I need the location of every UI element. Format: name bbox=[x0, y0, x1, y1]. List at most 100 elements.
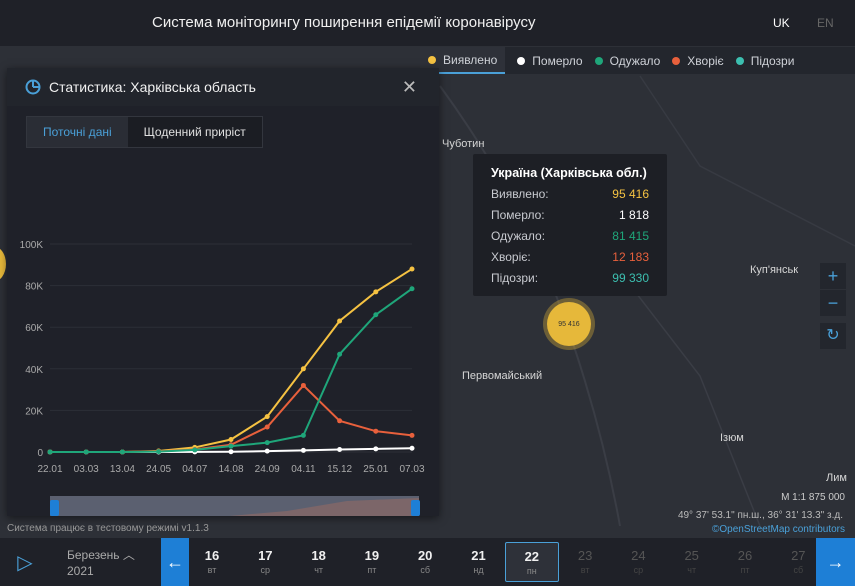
x-tick-label: 04.11 bbox=[291, 464, 316, 475]
data-point[interactable] bbox=[119, 449, 125, 455]
osm-attribution[interactable]: ©OpenStreetMap contributors bbox=[712, 524, 845, 535]
range-handle[interactable] bbox=[411, 500, 420, 516]
app-title: Система моніторингу поширення епідемії к… bbox=[152, 14, 536, 31]
data-point[interactable] bbox=[337, 318, 343, 324]
day-27[interactable]: 27 сб bbox=[778, 548, 818, 575]
day-number: 16 bbox=[204, 548, 220, 563]
zoom-out-button[interactable]: − bbox=[820, 290, 846, 316]
day-22[interactable]: 22 пн bbox=[504, 542, 559, 582]
day-21[interactable]: 21 нд bbox=[459, 548, 499, 575]
day-number: 21 bbox=[471, 548, 486, 563]
tooltip-value: 81 415 bbox=[612, 229, 649, 243]
y-tick-label: 40K bbox=[25, 365, 43, 376]
data-point[interactable] bbox=[228, 449, 234, 455]
day-weekday: сб bbox=[793, 565, 804, 575]
lang-en[interactable]: EN bbox=[817, 16, 834, 30]
tooltip-label: Підозри: bbox=[491, 271, 539, 285]
data-point[interactable] bbox=[83, 449, 89, 455]
map[interactable]: Чуботин Куп'янськ Первомайський Ізюм Лим… bbox=[0, 46, 855, 538]
day-number: 23 bbox=[577, 548, 593, 563]
data-point[interactable] bbox=[373, 428, 379, 434]
data-point[interactable] bbox=[264, 448, 270, 454]
x-tick-label: 07.03 bbox=[399, 464, 424, 475]
tab-current[interactable]: Поточні дані bbox=[27, 117, 128, 147]
day-number: 20 bbox=[417, 548, 433, 563]
series-line bbox=[50, 287, 413, 453]
tooltip-label: Виявлено: bbox=[491, 187, 549, 201]
tooltip-value: 1 818 bbox=[618, 208, 649, 222]
data-point[interactable] bbox=[409, 445, 415, 451]
map-label: Куп'янськ bbox=[750, 264, 799, 276]
x-tick-label: 14.08 bbox=[218, 464, 243, 475]
day-number: 19 bbox=[364, 548, 380, 563]
month-selector[interactable]: Березень ︿ 2021 bbox=[67, 547, 135, 579]
y-tick-label: 80K bbox=[25, 282, 43, 293]
data-point[interactable] bbox=[300, 447, 306, 453]
day-16[interactable]: 16 вт bbox=[192, 548, 232, 575]
data-point[interactable] bbox=[47, 449, 53, 455]
day-23[interactable]: 23 вт bbox=[565, 548, 605, 575]
layer-deaths[interactable]: Померло bbox=[517, 47, 583, 74]
data-point[interactable] bbox=[373, 289, 379, 295]
tooltip-label: Хворіє: bbox=[491, 250, 531, 264]
zoom-in-button[interactable]: + bbox=[820, 263, 846, 289]
tooltip-row: Хворіє: 12 183 bbox=[491, 250, 649, 264]
range-handle[interactable] bbox=[50, 500, 59, 516]
data-point[interactable] bbox=[300, 382, 306, 388]
cluster-marker-left[interactable] bbox=[0, 246, 6, 282]
data-point[interactable] bbox=[409, 266, 415, 272]
day-19[interactable]: 19 пт bbox=[352, 548, 392, 575]
data-point[interactable] bbox=[264, 440, 270, 446]
x-tick-label: 04.07 bbox=[182, 464, 207, 475]
data-point[interactable] bbox=[300, 432, 306, 438]
day-26[interactable]: 26 пт bbox=[725, 548, 765, 575]
layer-suspected[interactable]: Підозри bbox=[735, 47, 794, 74]
data-point[interactable] bbox=[337, 447, 343, 453]
tooltip-value: 99 330 bbox=[612, 271, 649, 285]
data-point[interactable] bbox=[300, 366, 306, 372]
statistics-panel: Статистика: Харківська область ✕ Поточні… bbox=[7, 68, 439, 516]
layer-detected[interactable]: Виявлено bbox=[420, 47, 506, 74]
x-tick-label: 03.03 bbox=[74, 464, 99, 475]
data-point[interactable] bbox=[337, 418, 343, 424]
tooltip-label: Одужало: bbox=[491, 229, 546, 243]
day-24[interactable]: 24 ср bbox=[618, 548, 658, 575]
layer-sick[interactable]: Хворіє bbox=[672, 47, 724, 74]
y-tick-label: 100K bbox=[20, 240, 44, 251]
tooltip-label: Померло: bbox=[491, 208, 545, 222]
day-25[interactable]: 25 чт bbox=[672, 548, 712, 575]
data-point[interactable] bbox=[192, 447, 198, 453]
data-point[interactable] bbox=[264, 424, 270, 430]
day-20[interactable]: 20 сб bbox=[405, 548, 445, 575]
pie-chart-icon bbox=[25, 79, 41, 95]
day-number: 25 bbox=[684, 548, 699, 563]
data-point[interactable] bbox=[337, 351, 343, 357]
data-point[interactable] bbox=[156, 449, 162, 455]
tooltip-title: Україна (Харківська обл.) bbox=[491, 166, 647, 180]
day-18[interactable]: 18 чт bbox=[299, 548, 339, 575]
reset-view-button[interactable]: ↻ bbox=[820, 323, 846, 349]
data-point[interactable] bbox=[228, 443, 234, 449]
data-point[interactable] bbox=[409, 286, 415, 292]
region-tooltip: Україна (Харківська обл.) Виявлено: 95 41… bbox=[473, 154, 667, 296]
layer-recovered[interactable]: Одужало bbox=[594, 47, 660, 74]
prev-button[interactable]: ← bbox=[161, 538, 189, 586]
lang-uk[interactable]: UK bbox=[773, 16, 790, 30]
close-icon[interactable]: ✕ bbox=[401, 77, 417, 97]
day-number: 26 bbox=[737, 548, 753, 563]
day-weekday: ср bbox=[260, 565, 271, 575]
app-header: Система моніторингу поширення епідемії к… bbox=[0, 0, 855, 46]
tooltip-row: Померло: 1 818 bbox=[491, 208, 649, 222]
map-label: Ізюм bbox=[720, 432, 744, 444]
data-point[interactable] bbox=[409, 432, 415, 438]
day-17[interactable]: 17 ср bbox=[245, 548, 285, 575]
data-point[interactable] bbox=[228, 437, 234, 443]
next-button[interactable]: → bbox=[816, 538, 855, 586]
cluster-marker[interactable]: 95 416 bbox=[547, 302, 591, 346]
data-point[interactable] bbox=[373, 312, 379, 318]
data-point[interactable] bbox=[264, 414, 270, 420]
tooltip-row: Одужало: 81 415 bbox=[491, 229, 649, 243]
play-button[interactable]: ▷ bbox=[17, 552, 33, 574]
data-point[interactable] bbox=[373, 446, 379, 452]
tab-daily[interactable]: Щоденний приріст bbox=[127, 117, 262, 147]
